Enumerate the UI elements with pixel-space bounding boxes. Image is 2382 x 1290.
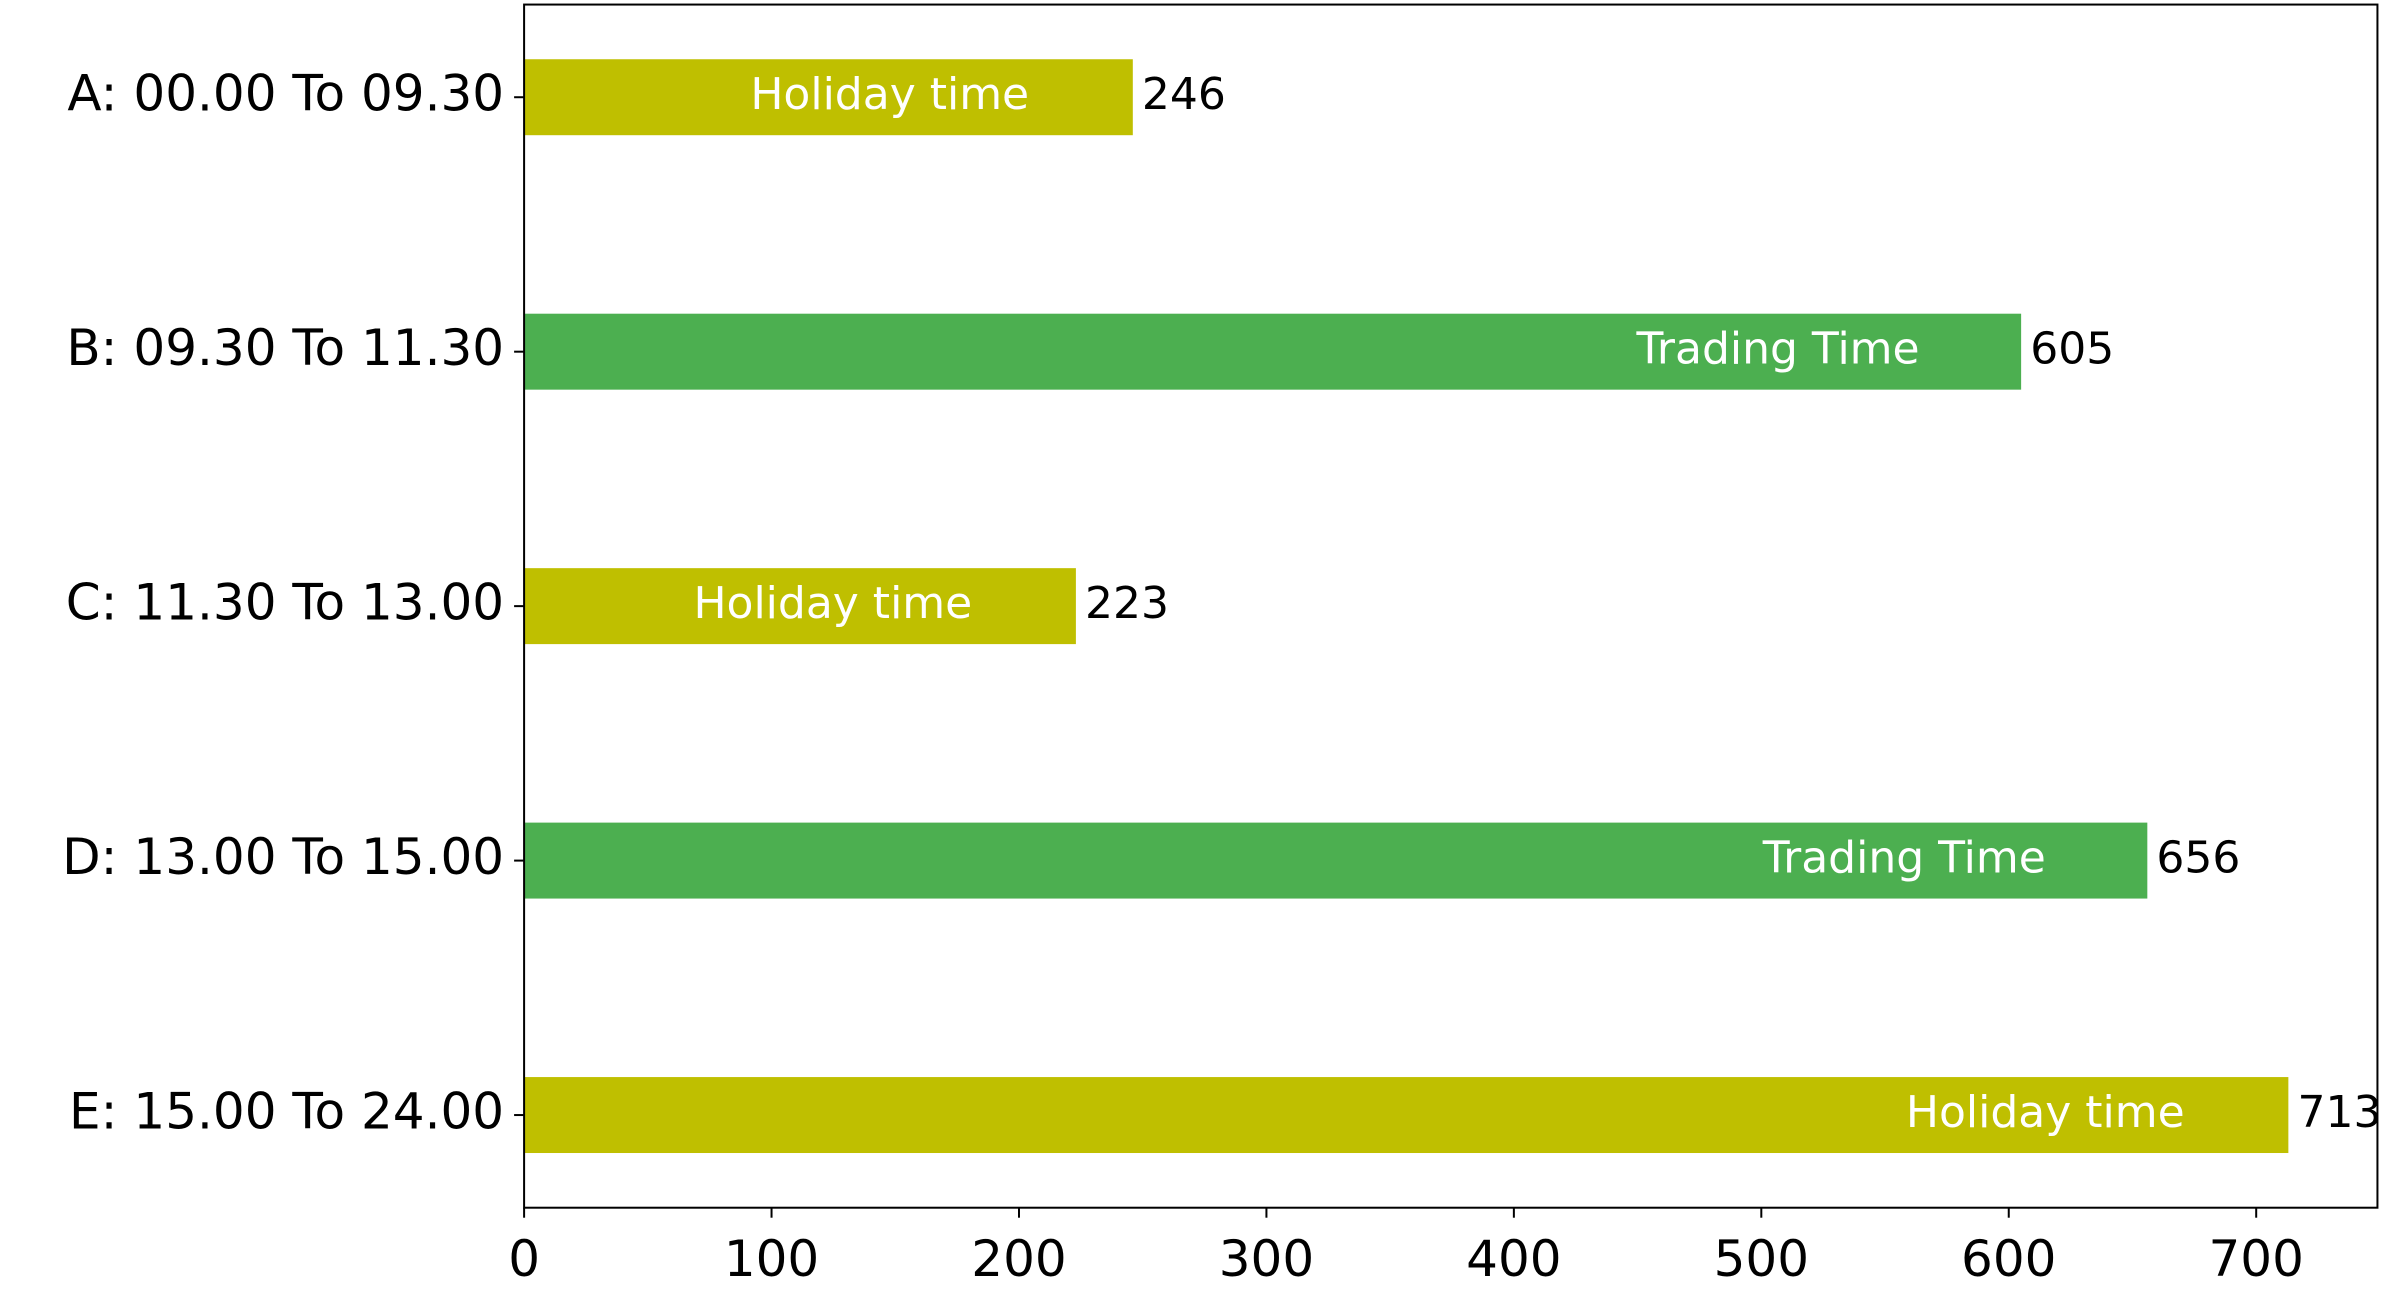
x-tick-label: 300 bbox=[1219, 1230, 1314, 1288]
bar-label: Holiday time bbox=[1906, 1087, 2185, 1138]
x-tick-label: 200 bbox=[971, 1230, 1066, 1288]
bar-label: Trading Time bbox=[1636, 324, 1920, 375]
x-tick-label: 100 bbox=[724, 1230, 819, 1288]
value-label: 713 bbox=[2297, 1087, 2381, 1138]
bar bbox=[524, 59, 1133, 136]
bar-label: Holiday time bbox=[693, 578, 972, 629]
bar bbox=[524, 1077, 2289, 1154]
x-tick-label: 500 bbox=[1714, 1230, 1809, 1288]
bar bbox=[524, 313, 2022, 390]
value-label: 223 bbox=[1085, 578, 1169, 629]
x-tick-label: 0 bbox=[508, 1230, 540, 1288]
bar-label: Holiday time bbox=[750, 69, 1029, 120]
y-tick-label: A: 00.00 To 09.30 bbox=[67, 65, 504, 123]
value-label: 656 bbox=[2156, 833, 2240, 884]
plot-frame bbox=[523, 3, 2379, 1209]
x-tick-label: 400 bbox=[1466, 1230, 1561, 1288]
bar bbox=[524, 568, 1076, 645]
x-tick-label: 700 bbox=[2208, 1230, 2303, 1288]
y-tick-label: E: 15.00 To 24.00 bbox=[69, 1083, 504, 1141]
x-tick-label: 600 bbox=[1961, 1230, 2056, 1288]
bar-label: Trading Time bbox=[1762, 833, 2046, 884]
y-tick-label: D: 13.00 To 15.00 bbox=[62, 828, 504, 886]
value-label: 246 bbox=[1142, 69, 1226, 120]
value-label: 605 bbox=[2030, 324, 2114, 375]
bar bbox=[524, 822, 2148, 899]
y-tick-label: C: 11.30 To 13.00 bbox=[66, 574, 504, 632]
y-tick-label: B: 09.30 To 11.30 bbox=[66, 319, 504, 377]
